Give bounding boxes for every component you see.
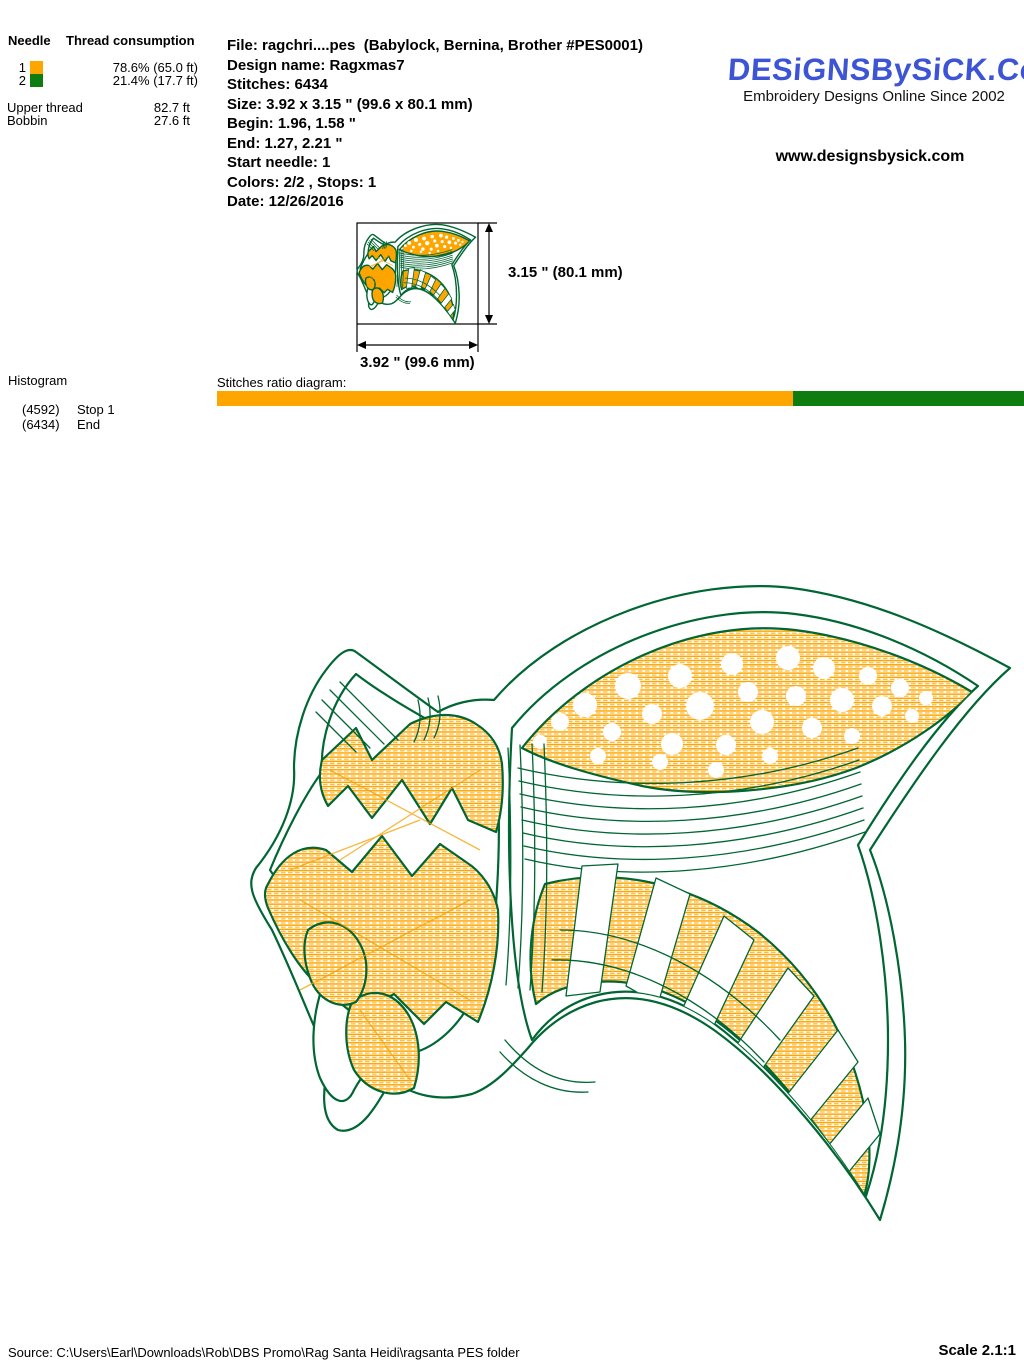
brand-tagline: Embroidery Designs Online Since 2002 — [743, 88, 1005, 105]
designsbysick-logo: DESiGNSBySiCK.CoM — [726, 52, 1024, 87]
histogram-entry-1-count: (4592) — [22, 402, 60, 417]
upper-thread-label: Upper thread — [7, 100, 83, 115]
stitch-ratio-bar — [217, 391, 1024, 406]
histogram-entry-2-label: End — [77, 417, 101, 432]
file-info-date: Date: 12/26/2016 — [227, 193, 344, 210]
needle-2-number: 2 — [18, 73, 26, 88]
thumbnail-frame — [356, 222, 479, 325]
file-info-block: File: ragchri....pes (Babylock, Bernina,… — [227, 36, 643, 212]
histogram-title: Histogram — [8, 373, 68, 388]
needle-1-consumption: 78.6% (65.0 ft) — [112, 60, 198, 75]
width-dimension-label: 3.92 " (99.6 mm) — [360, 354, 475, 371]
brand-website: www.designsbysick.com — [775, 148, 965, 165]
thumbnail-block: 3.15 " (80.1 mm) 3.92 " (99.6 mm) — [356, 222, 623, 371]
needle-2-consumption: 21.4% (17.7 ft) — [112, 73, 198, 88]
height-dimension-label: 3.15 " (80.1 mm) — [508, 264, 623, 281]
large-design — [251, 586, 1010, 1220]
file-info-file: File: ragchri....pes (Babylock, Bernina,… — [227, 37, 643, 54]
bobbin-value: 27.6 ft — [153, 113, 190, 128]
file-info-begin: Begin: 1.96, 1.58 " — [227, 115, 356, 132]
needle-column-header: Needle — [8, 33, 51, 48]
needle-1-color-swatch — [30, 61, 43, 74]
thumbnail-design — [357, 224, 475, 323]
ratio-bar-segment — [792, 391, 1024, 406]
brand-block: DESiGNSBySiCK.CoM Embroidery Designs Onl… — [726, 52, 1024, 105]
stitch-ratio-label: Stitches ratio diagram: — [217, 375, 347, 390]
histogram-entry-1-label: Stop 1 — [77, 402, 115, 417]
ratio-bar-segment — [217, 391, 793, 406]
histogram-entry-2-count: (6434) — [22, 417, 60, 432]
file-info-colors: Colors: 2/2 , Stops: 1 — [227, 173, 377, 191]
needle-1-number: 1 — [18, 60, 26, 75]
thread-consumption-header: Thread consumption — [66, 33, 195, 48]
scale-label: Scale 2.1:1 — [938, 1342, 1016, 1359]
file-info-stitches: Stitches: 6434 — [227, 76, 328, 93]
file-info-size: Size: 3.92 x 3.15 " (99.6 x 80.1 mm) — [227, 95, 473, 113]
file-info-design-name: Design name: Ragxmas7 — [227, 56, 405, 74]
bobbin-label: Bobbin — [7, 113, 48, 128]
upper-thread-value: 82.7 ft — [153, 100, 190, 115]
file-info-end: End: 1.27, 2.21 " — [227, 134, 343, 152]
needle-2-color-swatch — [30, 74, 43, 87]
file-info-start-needle: Start needle: 1 — [227, 154, 331, 171]
source-path: Source: C:\Users\Earl\Downloads\Rob\DBS … — [8, 1345, 520, 1360]
